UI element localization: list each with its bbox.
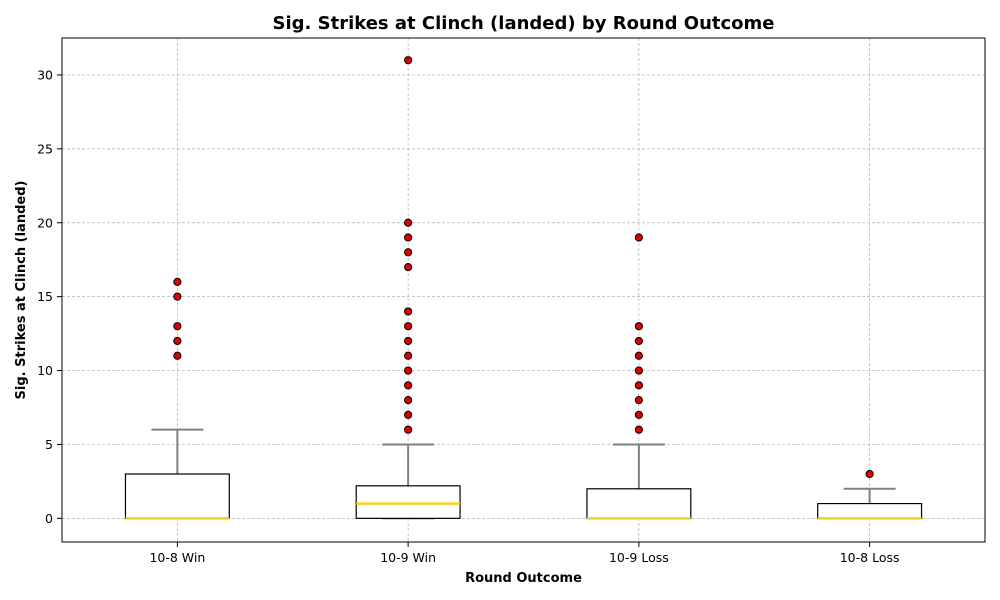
outlier-point: [634, 233, 643, 242]
plot-frame: [61, 37, 986, 543]
outlier-point: [404, 425, 413, 434]
box-group: [817, 469, 923, 520]
outlier-point: [173, 277, 182, 286]
y-tick-label: 30: [37, 67, 53, 82]
y-tick-label: 5: [45, 437, 53, 452]
x-axis-label: Round Outcome: [465, 571, 582, 586]
outlier-point: [173, 336, 182, 346]
outlier-point: [404, 218, 413, 227]
box-iqr: [586, 488, 692, 519]
outlier-point: [634, 366, 643, 375]
x-tick-label: 10-9 Win: [380, 550, 436, 565]
outlier-point: [404, 351, 413, 360]
outlier-point: [634, 410, 643, 419]
box-layer: [124, 56, 923, 520]
outlier-point: [404, 233, 413, 242]
outlier-point: [634, 396, 643, 405]
outlier-point: [404, 410, 413, 419]
outlier-point: [173, 322, 182, 331]
outlier-point: [404, 366, 413, 375]
box-group: [124, 277, 230, 520]
x-tick-label: 10-9 Loss: [609, 550, 669, 565]
box-iqr: [355, 485, 461, 519]
y-tick-label: 20: [37, 215, 53, 230]
outlier-point: [404, 381, 413, 390]
box-iqr: [124, 473, 230, 519]
y-tick-label: 10: [37, 363, 53, 378]
outlier-point: [404, 336, 413, 346]
outlier-point: [634, 322, 643, 331]
y-axis-label: Sig. Strikes at Clinch (landed): [14, 181, 29, 400]
outlier-point: [404, 396, 413, 405]
outlier-point: [865, 469, 874, 479]
x-tick-label: 10-8 Loss: [840, 550, 900, 565]
outlier-point: [634, 381, 643, 390]
outlier-point: [634, 351, 643, 360]
box-iqr: [817, 502, 923, 519]
outlier-point: [173, 351, 182, 360]
x-tick-label: 10-8 Win: [149, 550, 205, 565]
outlier-point: [404, 56, 413, 65]
grid-layer: [62, 38, 985, 542]
chart-title: Sig. Strikes at Clinch (landed) by Round…: [273, 13, 775, 34]
box-group: [586, 233, 692, 520]
y-tick-label: 15: [37, 289, 53, 304]
y-tick-label: 25: [37, 141, 53, 156]
box-group: [355, 56, 461, 520]
y-tick-label: 0: [45, 511, 53, 526]
outlier-point: [173, 292, 182, 301]
outlier-point: [404, 322, 413, 331]
outlier-point: [404, 262, 413, 272]
outlier-point: [634, 425, 643, 434]
tick-layer: 0 5 10 15 20 25 30 10-8 Win 10-9 Win 10-9 Loss 10-…: [37, 67, 899, 565]
outlier-point: [404, 307, 413, 316]
outlier-point: [404, 248, 413, 257]
outlier-point: [634, 336, 643, 346]
